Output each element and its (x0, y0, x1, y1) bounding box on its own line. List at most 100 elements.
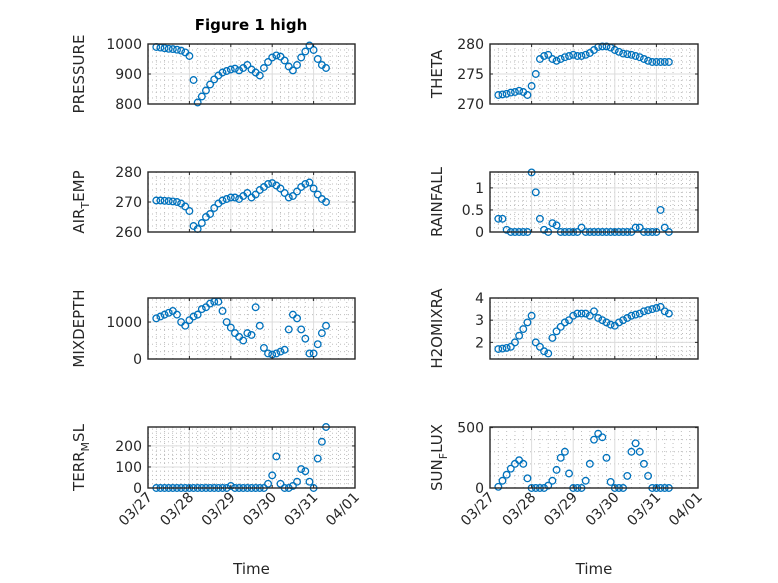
y-tick-label: 280 (115, 165, 142, 181)
data-point (264, 180, 273, 188)
data-point (648, 305, 657, 314)
data-point (602, 453, 611, 462)
axes-box (489, 171, 699, 233)
subplot-h2omixra: 2 3 4 H2OMIXRA (428, 288, 699, 369)
y-tick-label: 280 (457, 37, 484, 53)
data-point (243, 329, 252, 338)
data-point (197, 219, 206, 227)
data-point (498, 214, 507, 223)
data-point (631, 52, 640, 60)
data-point (280, 189, 289, 197)
data-point (280, 345, 289, 354)
data-point (602, 42, 611, 51)
y-tick-label: 100 (115, 460, 142, 476)
data-point (173, 198, 181, 206)
data-point (552, 56, 561, 65)
data-point (519, 459, 528, 468)
data-point (631, 223, 640, 232)
subplot-pressure: 800 900 1000 PRESSURE (70, 35, 356, 113)
subplot-theta: 270 275 280 THETA (428, 37, 699, 113)
data-point (556, 55, 565, 63)
data-point (322, 321, 330, 330)
data-point (206, 210, 215, 218)
data-point (206, 299, 215, 308)
data-point (585, 311, 594, 320)
data-point (272, 51, 281, 60)
data-point (652, 304, 661, 312)
data-point (602, 318, 611, 327)
data-point (535, 342, 544, 351)
data-point (173, 45, 181, 54)
data-point (218, 196, 227, 205)
data-point (276, 184, 285, 193)
data-point (531, 338, 540, 347)
data-point (288, 481, 297, 490)
data-point (519, 325, 528, 334)
data-point (585, 459, 594, 468)
data-point (544, 481, 553, 490)
y-axis-label: H2OMIXRA (428, 288, 446, 369)
data-point (164, 44, 173, 53)
data-point (164, 308, 173, 317)
data-point (276, 479, 285, 488)
x-axis-label: Time (575, 560, 613, 578)
data-point (317, 437, 326, 446)
data-point (206, 80, 215, 89)
data-point (164, 197, 173, 206)
data-point (251, 303, 260, 312)
subplot-rainfall: 0 0.5 1 RAINFALL (428, 166, 699, 241)
figure-title: Figure 1 high (195, 16, 308, 34)
data-point (560, 318, 569, 327)
data-point (226, 481, 235, 490)
data-point (619, 316, 628, 325)
y-tick-label: 0.5 (462, 203, 484, 219)
data-point (573, 309, 582, 318)
data-point (284, 62, 293, 71)
data-point (635, 223, 644, 232)
y-tick-label: 900 (115, 67, 142, 83)
data-point (160, 196, 169, 205)
data-point (268, 471, 277, 480)
y-tick-label: 270 (115, 195, 142, 211)
data-point (226, 65, 235, 74)
data-point (523, 318, 532, 327)
data-point (230, 64, 239, 73)
y-tick-label: 4 (475, 291, 484, 307)
y-axis-label: MIXDEPTH (70, 289, 88, 367)
data-point (639, 459, 648, 468)
data-point (168, 197, 177, 206)
data-point (660, 307, 669, 316)
data-point (210, 75, 219, 84)
data-point (506, 88, 515, 97)
data-point (313, 340, 322, 349)
data-point (243, 189, 252, 197)
data-point (264, 479, 273, 488)
data-point (222, 195, 231, 203)
data-point (540, 347, 549, 356)
data-point (502, 89, 511, 98)
data-point (251, 190, 260, 199)
data-point (502, 470, 511, 479)
data-point (272, 452, 281, 461)
data-point (272, 349, 281, 358)
data-point (152, 314, 161, 323)
data-point (527, 311, 536, 320)
data-point (297, 465, 306, 474)
y-tick-label: 275 (457, 67, 484, 83)
data-point (259, 343, 268, 352)
data-point (268, 53, 277, 62)
data-point (494, 482, 503, 491)
data-point (569, 50, 578, 59)
data-point (293, 61, 301, 69)
data-point (569, 311, 578, 320)
data-point (264, 58, 273, 66)
data-point (664, 309, 673, 318)
y-tick-label: 1000 (106, 315, 142, 331)
data-point (156, 312, 165, 321)
data-point (615, 318, 623, 327)
data-point (511, 88, 519, 96)
data-point (540, 52, 549, 60)
data-point (189, 76, 198, 84)
data-point (230, 193, 239, 202)
